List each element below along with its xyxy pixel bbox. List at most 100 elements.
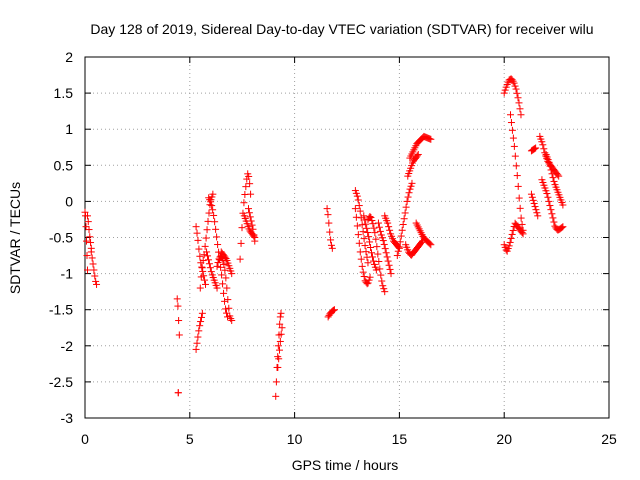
data-points — [81, 75, 567, 400]
data-point — [274, 342, 282, 350]
data-point — [364, 279, 372, 287]
data-point — [380, 285, 388, 293]
data-point — [505, 242, 513, 250]
data-point — [400, 215, 408, 223]
data-point — [173, 295, 181, 303]
plot-frame — [84, 56, 610, 419]
data-point — [527, 190, 535, 198]
data-point — [277, 309, 285, 317]
data-point — [406, 185, 414, 193]
data-point — [519, 230, 527, 238]
data-point — [217, 263, 225, 271]
data-point — [364, 229, 372, 237]
x-tick-label: 0 — [81, 431, 89, 447]
data-point — [368, 217, 376, 225]
data-point — [413, 152, 421, 160]
data-point — [218, 271, 226, 279]
data-point — [385, 223, 393, 231]
data-point — [511, 82, 519, 90]
data-point — [500, 89, 508, 97]
data-point — [330, 306, 338, 314]
data-point — [395, 243, 403, 251]
data-point — [532, 144, 540, 152]
data-point — [87, 239, 95, 247]
data-point — [220, 289, 228, 297]
data-point — [353, 222, 361, 230]
data-point — [550, 177, 558, 185]
data-point — [377, 271, 385, 279]
data-point — [202, 280, 210, 288]
data-point — [251, 237, 259, 245]
data-point — [513, 89, 521, 97]
data-point — [197, 318, 205, 326]
data-point — [248, 221, 256, 229]
data-point — [375, 257, 383, 265]
x-tick-label: 25 — [601, 431, 617, 447]
data-point — [555, 172, 563, 180]
data-point — [507, 234, 515, 242]
data-point — [539, 141, 547, 149]
data-point — [278, 324, 286, 332]
data-point — [197, 313, 205, 321]
data-point — [401, 209, 409, 217]
data-point — [513, 172, 521, 180]
data-point — [324, 211, 332, 219]
data-point — [213, 284, 221, 292]
y-tick-label: -2 — [61, 338, 74, 354]
data-point — [366, 273, 374, 281]
data-point — [247, 217, 255, 225]
data-point — [196, 252, 204, 260]
data-point — [236, 255, 244, 263]
data-point — [246, 213, 254, 221]
data-point — [222, 305, 230, 313]
data-point — [531, 145, 539, 153]
data-point — [554, 171, 562, 179]
data-point — [205, 260, 213, 268]
data-point — [175, 331, 183, 339]
data-point — [276, 313, 284, 321]
y-axis-label: SDTVAR / TECUs — [7, 182, 23, 294]
data-point — [544, 193, 552, 201]
data-point — [84, 266, 92, 274]
data-point — [327, 241, 335, 249]
data-point — [387, 270, 395, 278]
data-point — [518, 229, 526, 237]
data-point — [550, 218, 558, 226]
data-point — [82, 223, 90, 231]
y-tick-label: 0.5 — [54, 157, 74, 173]
data-point — [240, 199, 248, 207]
data-point — [417, 238, 425, 246]
x-axis-label: GPS time / hours — [292, 457, 399, 473]
data-point — [370, 224, 378, 232]
data-point — [509, 134, 517, 142]
data-point — [245, 172, 253, 180]
data-point — [402, 203, 410, 211]
data-point — [325, 219, 333, 227]
data-point — [214, 241, 222, 249]
data-point — [541, 149, 549, 157]
chart-title: Day 128 of 2019, Sidereal Day-to-day VTE… — [90, 21, 593, 37]
data-point — [275, 355, 283, 363]
data-point — [427, 241, 435, 249]
data-point — [246, 180, 254, 188]
y-tick-label: -3 — [61, 410, 74, 426]
data-point — [213, 262, 221, 270]
data-point — [515, 99, 523, 107]
data-point — [356, 207, 364, 215]
data-point — [384, 257, 392, 265]
data-point — [223, 309, 231, 317]
data-point — [277, 330, 285, 338]
data-point — [427, 135, 435, 143]
data-point — [361, 216, 369, 224]
data-point — [362, 248, 370, 256]
data-point — [203, 248, 211, 256]
data-point — [214, 259, 222, 267]
data-point — [357, 255, 365, 263]
data-point — [379, 237, 387, 245]
data-point — [558, 223, 566, 231]
data-point — [207, 198, 215, 206]
data-point — [394, 247, 402, 255]
data-point — [531, 203, 539, 211]
data-point — [274, 363, 282, 371]
y-tick-label: -2.5 — [49, 374, 73, 390]
